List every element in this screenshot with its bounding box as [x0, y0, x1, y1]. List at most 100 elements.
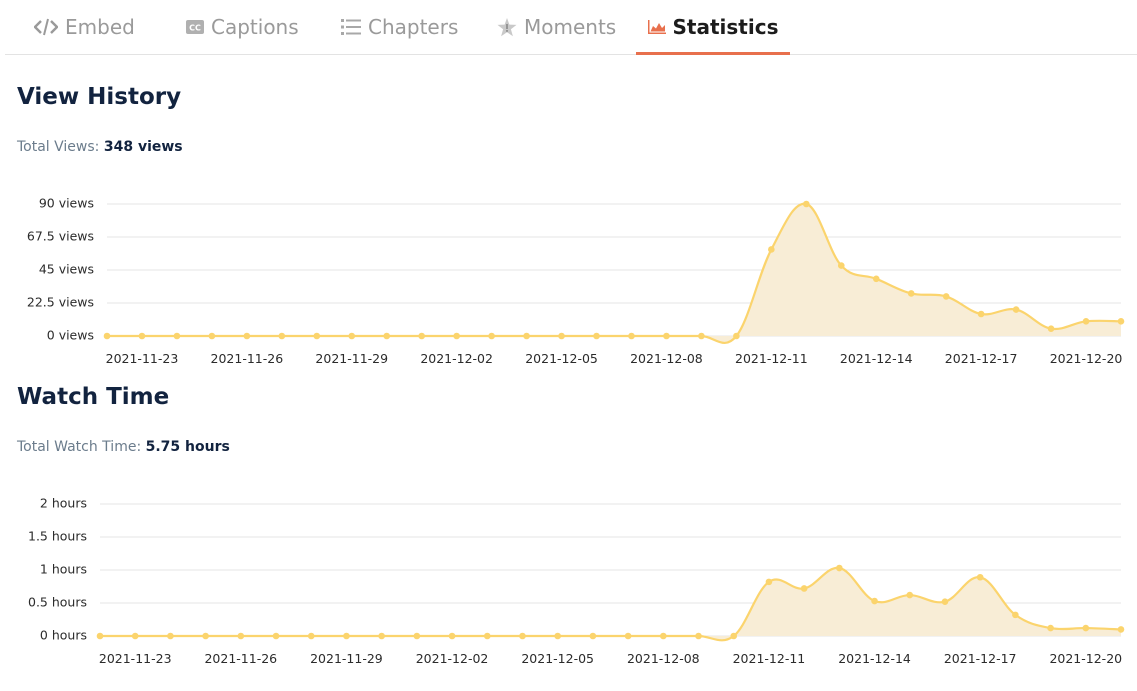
- y-tick-label: 0 views: [47, 328, 94, 343]
- data-point: [733, 332, 740, 340]
- data-point: [906, 591, 914, 599]
- data-point: [1117, 626, 1125, 633]
- star-icon: [497, 17, 517, 37]
- data-point: [1047, 624, 1054, 632]
- data-point: [272, 632, 280, 640]
- data-point: [624, 632, 632, 640]
- data-point: [173, 332, 181, 340]
- watch-time-chart: 0 hours 0.5 hours 1 hours 1.5 hours 2 hours 2…: [28, 496, 1125, 666]
- x-tick-label: 2021-12-14: [840, 351, 913, 366]
- data-point: [977, 310, 985, 318]
- data-point: [418, 332, 425, 340]
- data-point: [307, 632, 315, 640]
- data-point: [558, 332, 565, 340]
- x-tick-label: 2021-12-08: [630, 351, 703, 366]
- data-point: [941, 598, 949, 605]
- tab-embed-label: Embed: [65, 15, 135, 39]
- x-tick-label: 2021-12-08: [627, 651, 700, 666]
- data-point: [976, 573, 984, 581]
- x-tick-label: 2021-11-26: [211, 351, 284, 366]
- data-point: [628, 332, 635, 340]
- data-point: [1012, 306, 1020, 313]
- code-icon: [34, 18, 58, 36]
- view-history-chart: 0 views 22.5 views 45 views 67.5 views 90 vi…: [27, 196, 1125, 366]
- data-point: [1082, 624, 1090, 632]
- total-watch-time-value: 5.75 hours: [145, 439, 230, 455]
- data-point: [523, 332, 530, 340]
- data-point: [202, 632, 209, 640]
- x-tick-label: 2021-12-05: [521, 651, 594, 666]
- data-point: [413, 632, 421, 640]
- y-tick-label: 0 hours: [40, 628, 87, 643]
- view-history-title: View History: [17, 84, 182, 110]
- x-tick-label: 2021-12-17: [944, 651, 1017, 666]
- data-point: [131, 632, 139, 640]
- x-tick-label: 2021-11-23: [106, 351, 179, 366]
- data-point: [138, 332, 146, 340]
- data-point: [483, 632, 491, 640]
- data-point: [554, 632, 561, 640]
- data-point: [103, 332, 111, 340]
- data-point: [208, 332, 216, 340]
- tab-embed[interactable]: Embed: [34, 0, 135, 54]
- data-point: [237, 632, 245, 640]
- tab-bar: Embed CC Captions Chapters Moments Stati…: [5, 0, 1137, 55]
- total-views: Total Views: 348 views: [17, 139, 183, 155]
- data-point: [1047, 325, 1055, 332]
- y-tick-label: 1.5 hours: [28, 529, 87, 544]
- tab-captions[interactable]: CC Captions: [186, 0, 299, 54]
- x-tick-label: 2021-12-20: [1049, 651, 1122, 666]
- watch-time-title: Watch Time: [17, 384, 170, 410]
- x-tick-label: 2021-12-11: [735, 351, 808, 366]
- data-point: [519, 632, 526, 640]
- data-point: [660, 632, 667, 640]
- y-tick-label: 2 hours: [40, 496, 87, 511]
- data-point: [907, 290, 915, 297]
- y-tick-label: 90 views: [39, 196, 94, 211]
- data-point: [698, 332, 705, 340]
- data-point: [378, 632, 385, 640]
- data-point: [1082, 318, 1090, 325]
- data-point: [730, 632, 738, 640]
- x-tick-label: 2021-12-14: [838, 651, 911, 666]
- x-tick-label: 2021-11-26: [204, 651, 277, 666]
- data-point: [663, 332, 670, 340]
- x-tick-label: 2021-11-29: [315, 351, 388, 366]
- total-watch-time-label: Total Watch Time:: [17, 439, 142, 455]
- tab-statistics[interactable]: Statistics: [636, 0, 790, 55]
- data-point: [488, 332, 495, 340]
- data-point: [872, 275, 880, 283]
- data-point: [942, 293, 950, 300]
- total-views-label: Total Views:: [17, 139, 100, 155]
- data-point: [871, 597, 878, 605]
- data-point: [167, 632, 174, 640]
- y-tick-label: 22.5 views: [27, 295, 94, 310]
- tab-chapters[interactable]: Chapters: [341, 0, 458, 54]
- data-point: [383, 332, 391, 340]
- y-tick-label: 45 views: [39, 262, 94, 277]
- data-point: [343, 632, 350, 640]
- tab-statistics-label: Statistics: [672, 15, 779, 39]
- x-tick-label: 2021-11-23: [99, 651, 172, 666]
- x-tick-label: 2021-12-17: [945, 351, 1018, 366]
- x-tick-label: 2021-12-11: [733, 651, 806, 666]
- x-tick-label: 2021-12-02: [420, 351, 493, 366]
- tab-chapters-label: Chapters: [368, 15, 459, 39]
- data-point: [803, 200, 810, 208]
- svg-text:CC: CC: [189, 24, 201, 33]
- data-point: [243, 332, 251, 340]
- y-tick-label: 67.5 views: [27, 229, 94, 244]
- data-point: [448, 632, 456, 640]
- data-point: [1012, 611, 1019, 619]
- total-watch-time: Total Watch Time: 5.75 hours: [17, 439, 230, 455]
- y-tick-label: 1 hours: [40, 562, 87, 577]
- series-area: [107, 203, 1121, 343]
- data-point: [593, 332, 600, 340]
- list-icon: [341, 19, 361, 35]
- x-tick-label: 2021-12-02: [416, 651, 489, 666]
- tab-moments[interactable]: Moments: [497, 0, 616, 54]
- data-point: [768, 246, 775, 253]
- area-chart-icon: [647, 20, 666, 34]
- series-area: [100, 567, 1121, 641]
- data-point: [313, 332, 321, 340]
